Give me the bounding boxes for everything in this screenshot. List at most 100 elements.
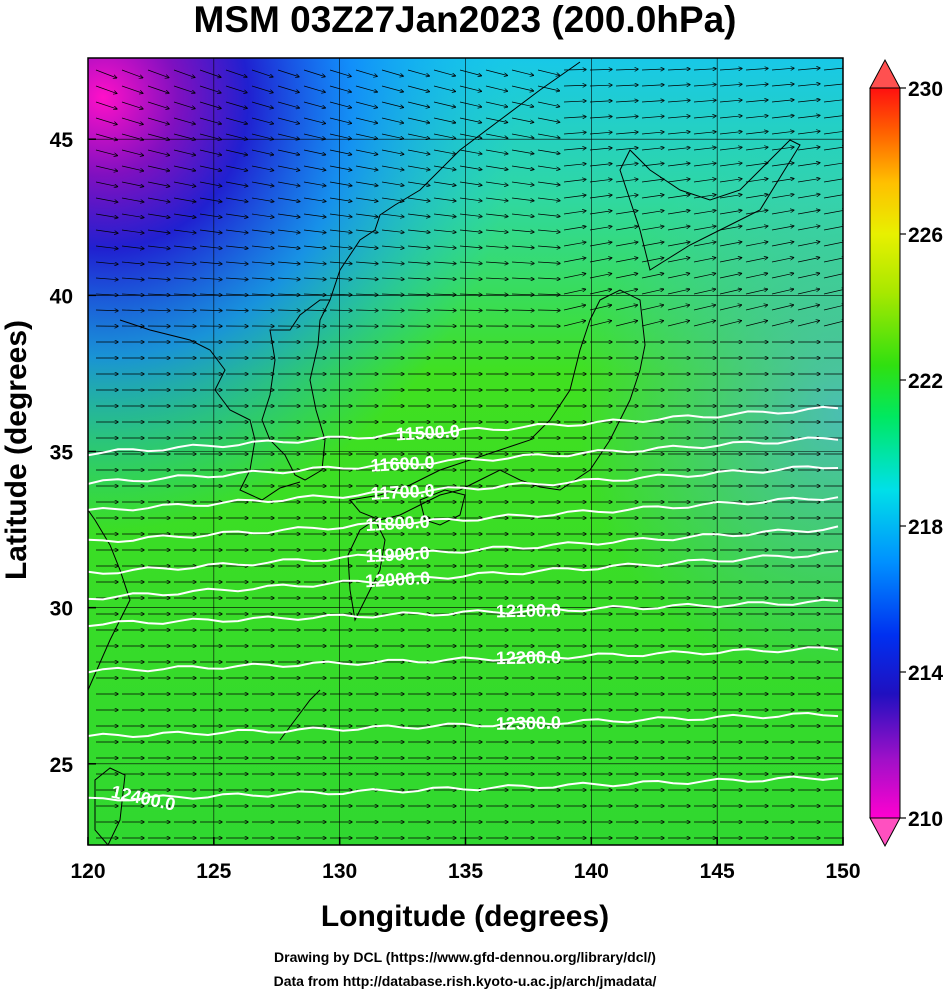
wind-arrow [745, 68, 768, 70]
wind-arrow [667, 321, 689, 327]
wind-arrow [225, 181, 248, 186]
wind-arrow [381, 197, 404, 201]
wind-arrow [693, 179, 716, 183]
wind-arrow [693, 242, 716, 247]
x-axis: 120 125 130 135 140 145 150 [70, 837, 861, 883]
wind-arrow [537, 165, 560, 169]
wind-arrow [589, 226, 612, 231]
wind-arrow [225, 262, 248, 264]
wind-arrow [121, 229, 144, 233]
wind-arrow [719, 132, 742, 135]
wind-arrow [485, 101, 507, 107]
wind-arrow [563, 305, 585, 311]
wind-arrow [511, 197, 534, 201]
wind-arrow [355, 69, 377, 76]
wind-arrow [511, 85, 533, 91]
wind-arrow [147, 213, 170, 217]
wind-arrow [823, 242, 843, 247]
wind-arrow [355, 278, 378, 279]
wind-arrow [147, 294, 170, 295]
wind-arrow [95, 245, 118, 249]
colorbar-max-triangle [869, 58, 901, 89]
wind-arrow [693, 132, 716, 135]
wind-arrow [511, 101, 533, 107]
wind-arrow [667, 163, 690, 167]
wind-arrow [641, 273, 664, 279]
wind-arrow [511, 213, 534, 216]
wind-arrow [381, 310, 404, 311]
wind-arrow [667, 132, 690, 135]
wind-arrow [615, 195, 638, 199]
wind-arrow [797, 84, 820, 87]
x-tick-label: 150 [825, 860, 860, 883]
wind-arrow [719, 163, 742, 167]
wind-arrow [407, 85, 429, 92]
contour-line [88, 550, 839, 601]
wind-arrow [537, 246, 560, 248]
wind-arrow [407, 181, 430, 185]
wind-arrow [589, 211, 612, 215]
wind-arrow [225, 117, 247, 124]
wind-arrow [719, 195, 742, 199]
wind-arrow [329, 101, 351, 108]
wind-arrow [459, 133, 482, 138]
wind-arrow [511, 278, 534, 279]
wind-arrow [173, 133, 195, 140]
wind-arrow [355, 133, 377, 139]
wind-arrow [277, 133, 299, 139]
wind-arrow [199, 85, 221, 93]
wind-arrow [589, 132, 612, 134]
wind-arrow [433, 181, 456, 185]
wind-arrow [251, 197, 274, 202]
wind-arrow [329, 229, 352, 233]
wind-arrow [537, 230, 560, 232]
wind-arrow [693, 195, 716, 199]
wind-arrow [121, 133, 143, 140]
wind-arrow [745, 258, 768, 263]
wind-arrow [433, 101, 455, 107]
contour-label: 11600.0 [370, 452, 435, 475]
wind-arrow [355, 117, 377, 123]
wind-arrow [589, 179, 612, 183]
wind-arrow [563, 274, 586, 279]
wind-arrow [173, 213, 196, 217]
wind-arrow [199, 117, 221, 124]
wind-arrow [329, 262, 352, 264]
wind-arrow [745, 289, 767, 295]
wind-arrow [251, 229, 274, 233]
wind-arrow [199, 262, 222, 264]
contour-line [88, 436, 839, 485]
wind-arrow [537, 213, 560, 216]
wind-arrow [173, 117, 195, 124]
wind-arrow [537, 262, 560, 263]
wind-arrow [303, 245, 326, 248]
wind-arrow [95, 213, 118, 218]
wind-arrow [823, 68, 843, 71]
wind-arrow [641, 289, 663, 295]
wind-arrow [433, 294, 456, 295]
wind-arrow [797, 305, 819, 311]
wind-arrow [173, 69, 195, 77]
wind-arrow [355, 294, 378, 295]
wind-arrow [147, 69, 169, 78]
wind-arrow [355, 85, 377, 92]
wind-arrow [303, 262, 326, 264]
wind-arrow [771, 147, 794, 151]
wind-arrow [797, 115, 820, 119]
wind-arrow [199, 181, 222, 186]
wind-arrow [667, 210, 690, 215]
wind-arrow [355, 165, 378, 170]
colorbar: 210 214 218 222 226 230 [869, 58, 943, 848]
wind-arrow [277, 197, 300, 202]
wind-arrow [823, 163, 843, 167]
wind-arrow [511, 262, 534, 263]
wind-arrow [459, 197, 482, 201]
wind-arrow [95, 117, 117, 124]
wind-arrow [121, 165, 143, 171]
wind-arrow [719, 84, 742, 86]
wind-arrow [797, 226, 820, 231]
wind-arrow [719, 179, 742, 183]
wind-arrow [329, 117, 351, 123]
wind-arrow [745, 147, 768, 151]
wind-arrow [797, 242, 820, 247]
